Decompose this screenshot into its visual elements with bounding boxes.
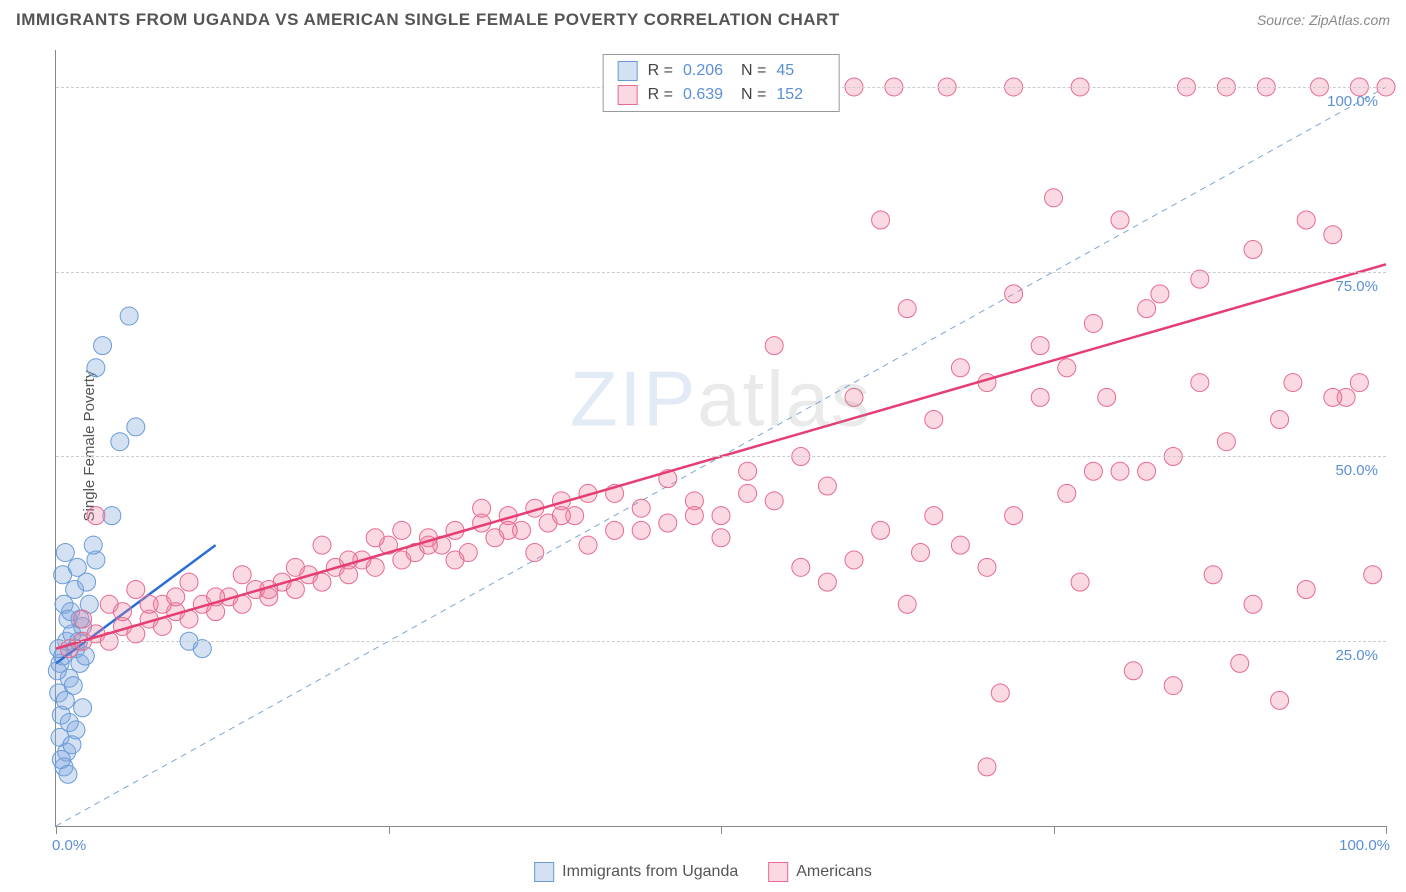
n-label: N = bbox=[741, 86, 766, 104]
r-value-americans: 0.639 bbox=[683, 86, 731, 104]
x-tick-end: 100.0% bbox=[1339, 837, 1390, 854]
r-label: R = bbox=[648, 86, 673, 104]
n-label: N = bbox=[741, 62, 766, 80]
stats-row-americans: R = 0.639 N = 152 bbox=[618, 83, 825, 107]
source-attribution: Source: ZipAtlas.com bbox=[1257, 12, 1390, 28]
legend-label-americans: Americans bbox=[796, 863, 872, 881]
plot-svg bbox=[56, 50, 1386, 826]
x-tick-start: 0.0% bbox=[52, 837, 86, 854]
chart-title: IMMIGRANTS FROM UGANDA VS AMERICAN SINGL… bbox=[16, 10, 840, 30]
legend-item-uganda: Immigrants from Uganda bbox=[534, 862, 738, 882]
y-tick-label: 75.0% bbox=[1335, 278, 1378, 295]
n-value-americans: 152 bbox=[776, 86, 824, 104]
r-label: R = bbox=[648, 62, 673, 80]
swatch-uganda-icon bbox=[534, 862, 554, 882]
n-value-uganda: 45 bbox=[776, 62, 824, 80]
swatch-americans-icon bbox=[768, 862, 788, 882]
y-tick-label: 25.0% bbox=[1335, 647, 1378, 664]
swatch-americans bbox=[618, 85, 638, 105]
stats-row-uganda: R = 0.206 N = 45 bbox=[618, 59, 825, 83]
swatch-uganda bbox=[618, 61, 638, 81]
y-tick-label: 50.0% bbox=[1335, 462, 1378, 479]
scatter-chart: ZIPatlas R = 0.206 N = 45 R = 0.639 N = … bbox=[55, 50, 1386, 827]
stats-legend: R = 0.206 N = 45 R = 0.639 N = 152 bbox=[603, 54, 840, 112]
y-tick-label: 100.0% bbox=[1327, 93, 1378, 110]
legend-item-americans: Americans bbox=[768, 862, 872, 882]
series-legend: Immigrants from Uganda Americans bbox=[534, 862, 872, 882]
legend-label-uganda: Immigrants from Uganda bbox=[562, 863, 738, 881]
r-value-uganda: 0.206 bbox=[683, 62, 731, 80]
